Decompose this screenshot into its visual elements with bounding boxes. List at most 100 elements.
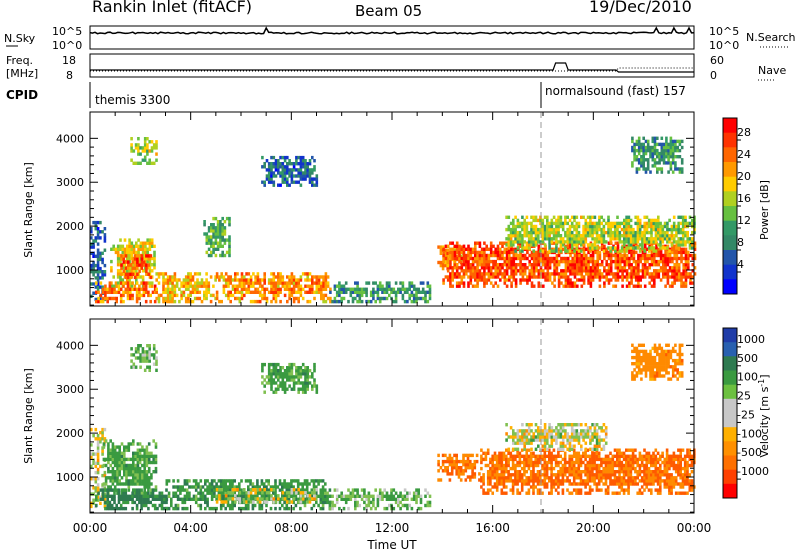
power-cell: [311, 171, 314, 175]
power-cell: [311, 287, 314, 291]
power-cell: [642, 164, 645, 168]
power-cell: [267, 278, 271, 282]
power-cell: [643, 230, 646, 235]
velocity-cell: [111, 448, 115, 452]
power-cell: [634, 221, 637, 226]
power-cell: [587, 259, 590, 264]
power-cell: [219, 232, 222, 236]
power-cell: [281, 278, 285, 282]
power-cell: [324, 278, 328, 282]
power-cell: [666, 253, 670, 258]
velocity-cell: [292, 381, 296, 385]
power-cell: [338, 293, 341, 298]
power-cell: [281, 165, 285, 169]
power-cell: [92, 270, 95, 274]
power-cell: [589, 234, 592, 238]
power-cell: [223, 253, 227, 258]
power-cell: [633, 155, 636, 159]
power-cell: [492, 266, 495, 270]
velocity-cell: [247, 503, 250, 508]
velocity-cell: [283, 387, 287, 391]
velocity-cell: [136, 482, 140, 486]
power-cell: [559, 218, 563, 223]
velocity-cell: [290, 491, 294, 495]
power-cell: [209, 299, 213, 304]
power-cell: [642, 142, 645, 147]
power-cell: [675, 234, 678, 238]
velocity-cell: [134, 365, 138, 369]
power-cell: [453, 275, 457, 279]
power-cell: [632, 259, 636, 264]
power-cell: [691, 281, 695, 285]
power-cell: [589, 269, 593, 273]
velocity-cell: [444, 459, 447, 464]
velocity-cell: [270, 381, 273, 385]
velocity-cell: [231, 479, 234, 483]
power-cell: [682, 281, 685, 285]
power-cell: [505, 237, 508, 241]
power-cell: [580, 243, 583, 247]
power-cell: [240, 281, 244, 285]
velocity-cell: [194, 485, 198, 489]
velocity-cell: [101, 473, 104, 478]
power-cell: [166, 281, 170, 285]
power-cell: [365, 293, 368, 298]
power-cell: [127, 263, 130, 267]
power-cell: [616, 253, 620, 258]
power-cell: [101, 276, 104, 280]
power-cell: [229, 281, 232, 285]
velocity-cell: [152, 470, 155, 474]
velocity-cell: [107, 442, 110, 446]
power-cell: [97, 296, 100, 301]
power-cell: [571, 263, 574, 267]
power-cell: [372, 293, 375, 298]
power-cell: [573, 259, 577, 264]
power-cell: [157, 272, 161, 276]
velocity-cell: [297, 390, 300, 394]
power-cell: [132, 244, 136, 248]
power-cell: [673, 247, 676, 251]
power-cell: [634, 250, 638, 255]
power-cell: [521, 237, 524, 241]
power-cell: [641, 263, 645, 267]
power-cell: [518, 249, 522, 253]
power-cell: [446, 257, 449, 262]
power-cell: [133, 284, 137, 288]
power-cell: [573, 249, 576, 253]
velocity-cell: [234, 494, 237, 498]
power-cell: [478, 250, 482, 255]
power-cell: [281, 180, 285, 184]
velocity-cell: [135, 497, 139, 501]
power-cell: [505, 263, 509, 267]
power-cell: [455, 284, 459, 288]
velocity-cell: [397, 503, 400, 508]
power-cell: [231, 287, 235, 291]
velocity-cell: [457, 466, 461, 470]
power-cell: [637, 284, 640, 288]
velocity-cell: [290, 387, 294, 391]
power-cell: [641, 234, 644, 238]
power-cell: [144, 250, 147, 255]
power-cell: [261, 296, 264, 301]
power-cell: [650, 237, 653, 241]
power-cell: [543, 230, 547, 235]
power-cell: [265, 287, 269, 291]
power-cell: [659, 266, 663, 270]
power-cell: [115, 290, 118, 294]
power-cell: [566, 227, 569, 232]
power-cell: [227, 290, 230, 294]
power-cell: [594, 275, 597, 279]
power-cell: [207, 238, 211, 242]
power-cell: [577, 237, 581, 241]
velocity-cell: [245, 500, 248, 504]
power-cell: [258, 281, 262, 285]
power-cell: [566, 240, 569, 244]
power-cell: [677, 278, 681, 282]
power-cell: [580, 275, 584, 279]
power-cell: [663, 221, 667, 226]
power-cell: [638, 237, 642, 241]
power-cell: [673, 244, 676, 248]
power-cell: [483, 278, 486, 282]
velocity-cell: [296, 497, 300, 501]
power-cell: [557, 240, 560, 244]
